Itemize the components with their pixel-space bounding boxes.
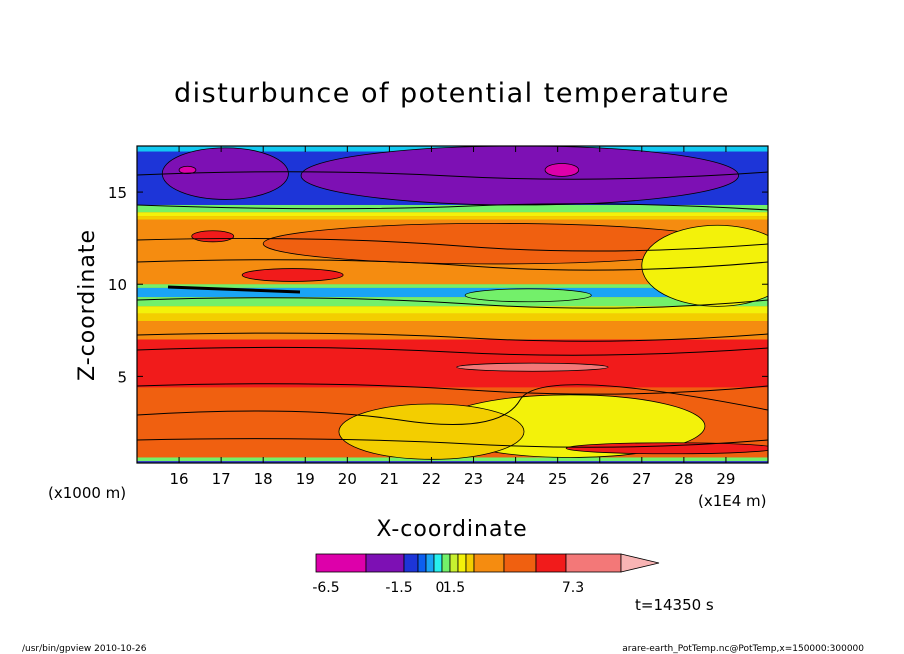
colorbar-label-2: 0	[436, 580, 445, 596]
colorbar-label-4: 7.3	[562, 580, 584, 596]
x-ticks: 16 17 18 19 20 21 22 23 24 25 26 27 28 29	[170, 146, 735, 488]
colorbar-arrow	[620, 553, 660, 573]
x-tick-label-21: 21	[380, 470, 399, 488]
region-green-tongue	[464, 288, 592, 303]
colorbar-box-13	[565, 553, 622, 573]
footer-left: /usr/bin/gpview 2010-10-26	[22, 644, 147, 654]
timestamp-label: t=14350 s	[635, 596, 714, 614]
colorbar-box-5	[433, 553, 443, 573]
x-tick-label-28: 28	[674, 470, 693, 488]
layer-band-10	[137, 313, 768, 322]
colorbar-box-0	[315, 553, 367, 573]
colorbar-label-3: 1.5	[443, 580, 465, 596]
region-magenta-core-right	[544, 163, 580, 177]
x-tick-label-19: 19	[296, 470, 315, 488]
colorbar-box-11	[503, 553, 537, 573]
x-tick-label-25: 25	[548, 470, 567, 488]
y-tick-label-5: 5	[117, 368, 127, 386]
layer-band-15	[137, 461, 768, 463]
colorbar-box-12	[535, 553, 567, 573]
colorbar-box-8	[457, 553, 467, 573]
x-tick-label-26: 26	[590, 470, 609, 488]
layer-band-7	[137, 287, 768, 298]
contour-lines	[137, 171, 768, 448]
x-tick-label-27: 27	[632, 470, 651, 488]
x-tick-label-29: 29	[716, 470, 735, 488]
colorbar-box-7	[449, 553, 459, 573]
layer-band-12	[137, 339, 768, 388]
colorbar-box-1	[365, 553, 405, 573]
x-tick-label-16: 16	[170, 470, 189, 488]
region-pink-lens	[456, 362, 609, 372]
plot-frame	[136, 145, 769, 464]
layer-band-3	[137, 212, 768, 217]
layer-band-6	[137, 284, 768, 288]
x-tick-label-24: 24	[506, 470, 525, 488]
chart-title: disturbunce of potential temperature	[174, 78, 730, 109]
x-tick-label-17: 17	[212, 470, 231, 488]
x-tick-label-18: 18	[254, 470, 273, 488]
x-tick-label-22: 22	[422, 470, 441, 488]
colorbar-labels: -6.5 -1.5 01.5 7.3	[312, 580, 584, 596]
region-red-patch-mid-left	[241, 268, 344, 282]
region-lower-amber-dome	[338, 403, 525, 460]
layer-band-2	[137, 204, 768, 213]
colorbar-box-6	[441, 553, 451, 573]
colorbar-box-2	[403, 553, 419, 573]
region-upper-right-yellow	[641, 224, 768, 307]
colorbar-label-0: -6.5	[312, 580, 339, 596]
footer-right: arare-earth_PotTemp.nc@PotTemp,x=150000:…	[622, 644, 864, 654]
colorbar-box-3	[417, 553, 427, 573]
x-tick-label-23: 23	[464, 470, 483, 488]
layer-band-11	[137, 321, 768, 340]
y-tick-label-10: 10	[108, 276, 127, 294]
contour-regions	[161, 146, 768, 460]
colorbar-box-9	[465, 553, 475, 573]
colorbar-box-4	[425, 553, 435, 573]
y-ticks: 5 10 15	[108, 184, 768, 386]
layer-band-4	[137, 216, 768, 220]
region-lower-right-red-band	[565, 442, 768, 455]
region-upper-right-minimum	[300, 146, 739, 206]
layer-band-14	[137, 457, 768, 462]
region-red-patch-upper-left	[191, 230, 235, 243]
layer-band-9	[137, 306, 768, 314]
colorbar	[315, 553, 660, 573]
colorbar-label-1: -1.5	[385, 580, 412, 596]
layer-band-8	[137, 297, 768, 307]
black-contour-streak	[167, 285, 301, 294]
y-tick-label-15: 15	[108, 184, 127, 202]
colorbar-box-10	[473, 553, 505, 573]
y-unit-label: (x1000 m)	[48, 484, 126, 502]
x-unit-label: (x1E4 m)	[698, 492, 767, 510]
x-axis-label: X-coordinate	[376, 517, 527, 542]
x-tick-label-20: 20	[338, 470, 357, 488]
y-axis-label: Z-coordinate	[75, 229, 100, 381]
